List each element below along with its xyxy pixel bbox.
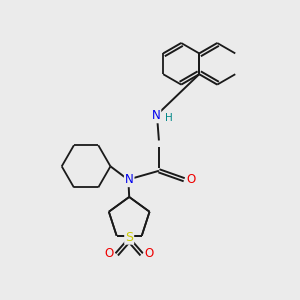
Text: N: N xyxy=(152,109,160,122)
Text: S: S xyxy=(125,231,133,244)
Text: H: H xyxy=(165,113,173,123)
Text: O: O xyxy=(105,247,114,260)
Text: O: O xyxy=(186,173,195,186)
Text: N: N xyxy=(125,173,134,186)
Text: O: O xyxy=(145,247,154,260)
